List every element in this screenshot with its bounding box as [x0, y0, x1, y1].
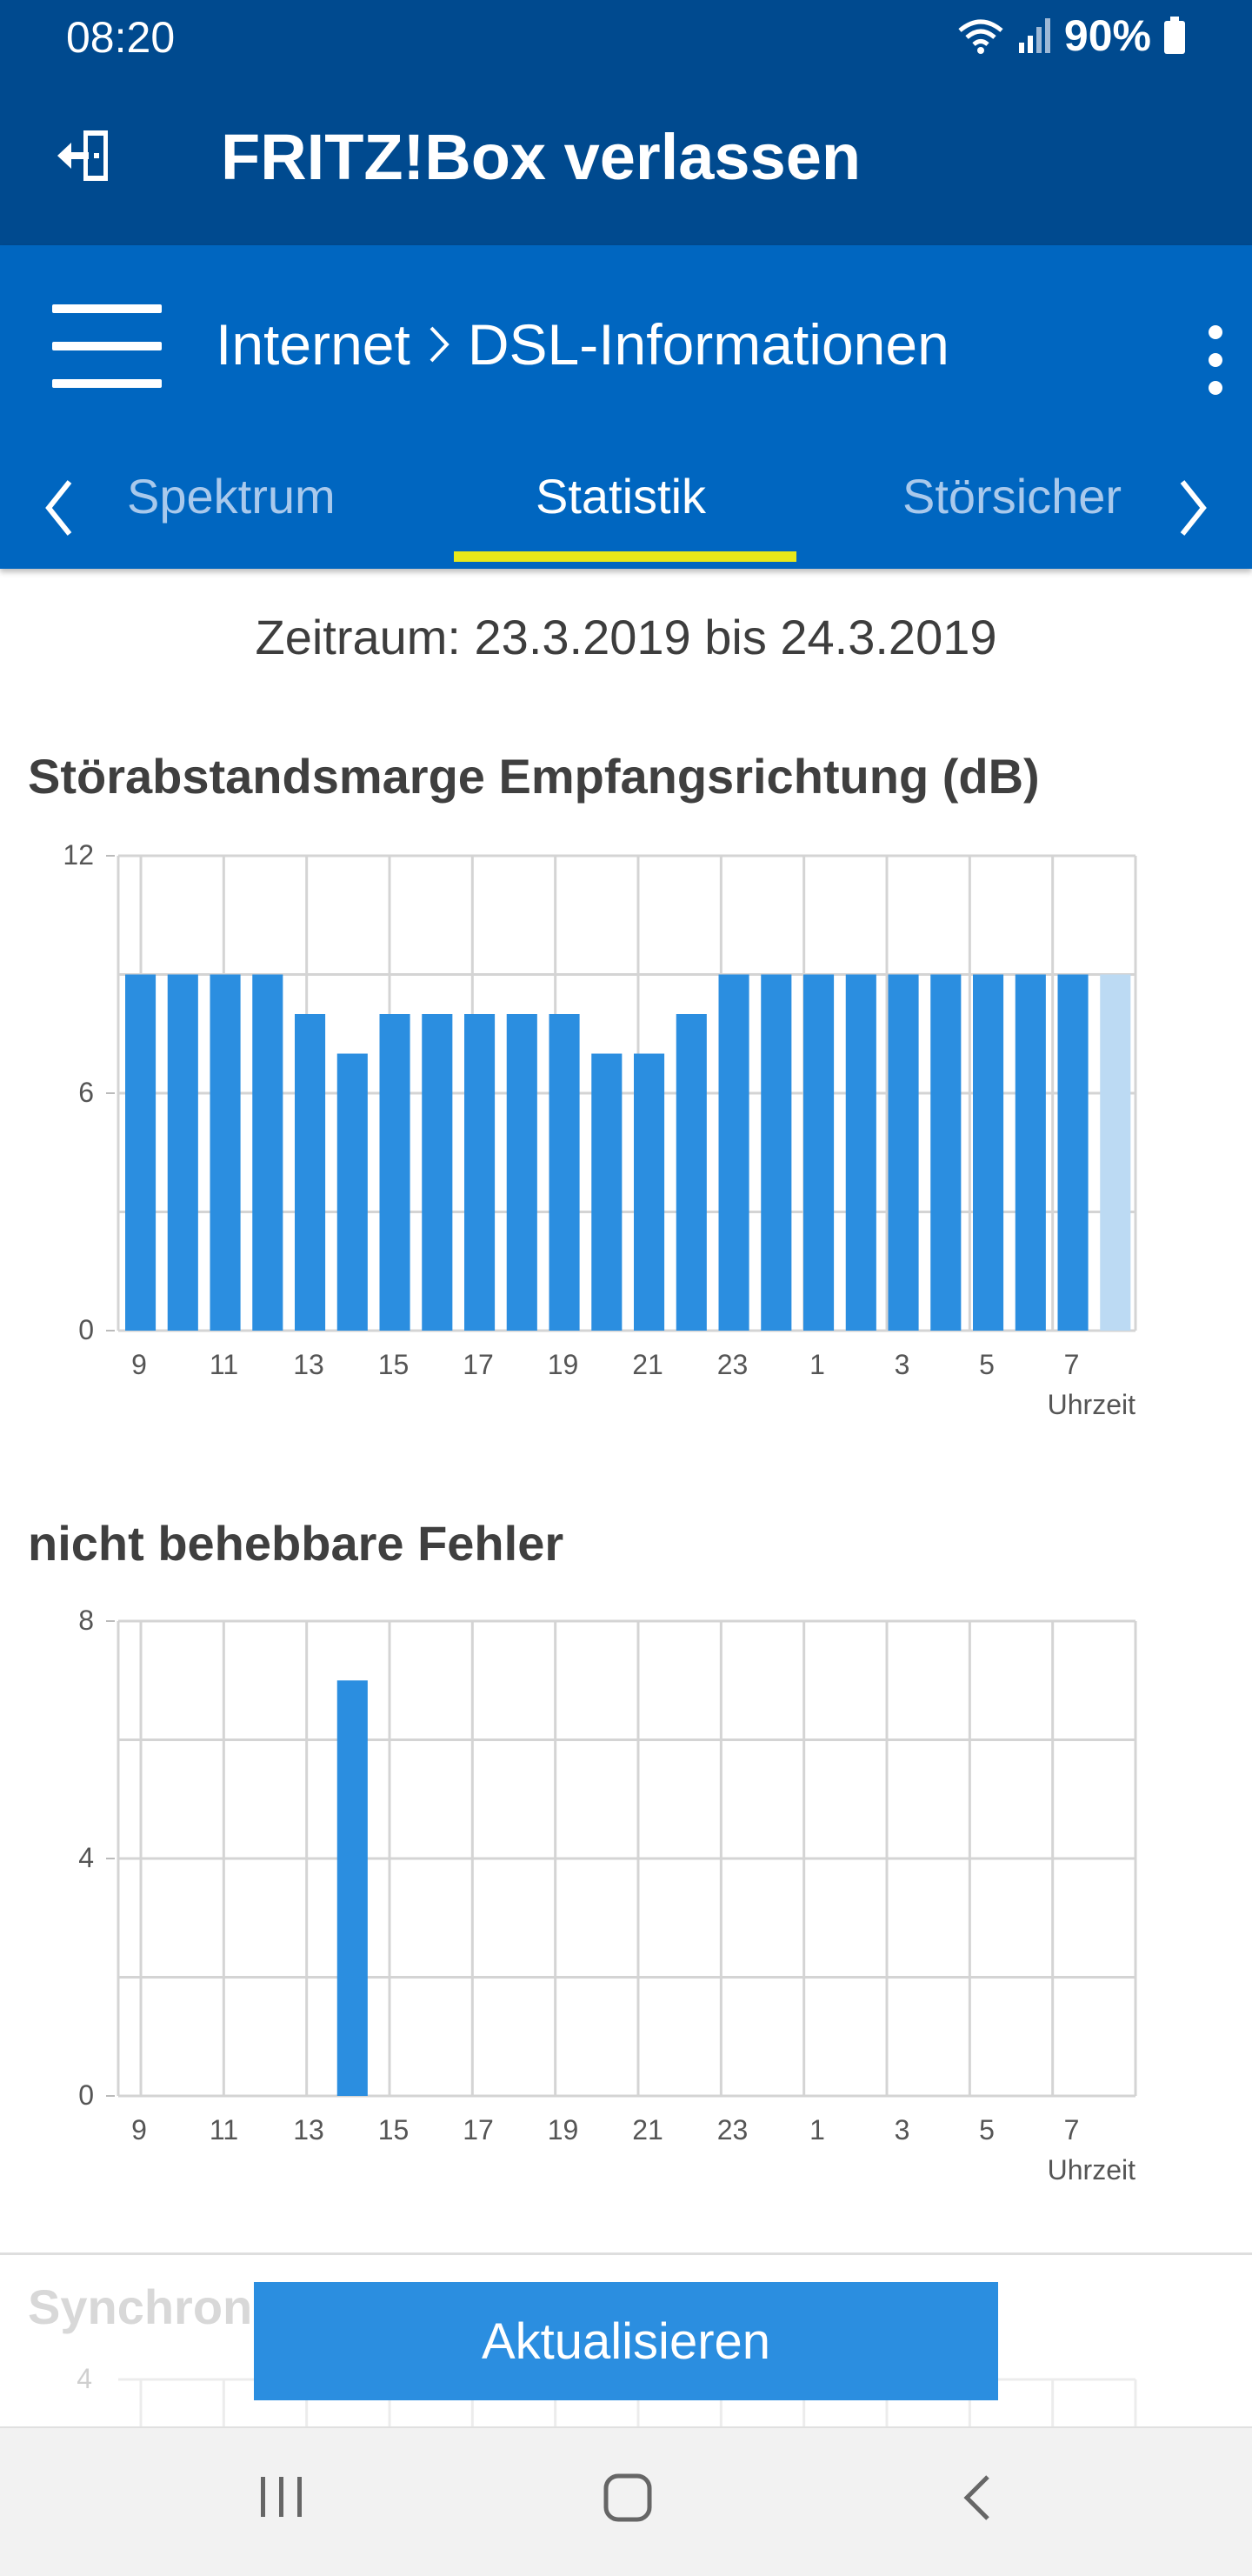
x-tick-label: 17 — [463, 2114, 494, 2146]
x-tick-label: 5 — [979, 2114, 995, 2146]
x-tick-label: 19 — [548, 2114, 579, 2146]
bar-17 — [464, 1014, 496, 1331]
x-tick-label: 23 — [717, 1349, 749, 1380]
bar-16 — [422, 1014, 453, 1331]
x-tick-label: 21 — [632, 2114, 663, 2146]
app-title[interactable]: FRITZ!Box verlassen — [221, 121, 862, 193]
y-tick-label: 6 — [78, 1077, 94, 1108]
x-axis-label: Uhrzeit — [1048, 1389, 1135, 1420]
tab-stoersicher[interactable]: Störsicher — [902, 469, 1122, 524]
bar-22 — [676, 1014, 707, 1331]
bar-18 — [506, 1014, 537, 1331]
signal-icon — [1018, 18, 1050, 53]
x-tick-label: 11 — [210, 1349, 238, 1380]
chart-title-sync: Synchroni — [28, 2279, 266, 2334]
bar-11 — [210, 974, 241, 1331]
x-tick-label: 9 — [131, 1349, 147, 1380]
x-tick-label: 3 — [895, 1349, 910, 1380]
status-icons: 90% — [956, 10, 1186, 61]
breadcrumb-root[interactable]: Internet — [216, 312, 410, 377]
x-tick-label: 23 — [717, 2114, 749, 2146]
bar-13 — [295, 1014, 326, 1331]
bar-12 — [252, 974, 283, 1331]
status-time: 08:20 — [66, 13, 176, 62]
x-tick-label: 15 — [378, 2114, 410, 2146]
y-tick-label: 0 — [78, 1314, 94, 1345]
x-axis-label: Uhrzeit — [1048, 2154, 1135, 2186]
home-icon[interactable] — [602, 2472, 654, 2524]
system-nav-bar — [0, 2426, 1252, 2576]
x-tick-label: 9 — [131, 2114, 147, 2146]
bar-2 — [845, 974, 876, 1331]
x-tick-label: 1 — [809, 2114, 825, 2146]
chevron-left-icon[interactable] — [38, 473, 82, 543]
bar-4 — [930, 974, 962, 1331]
tab-spektrum[interactable]: Spektrum — [127, 469, 336, 524]
x-tick-label: 15 — [378, 1349, 410, 1380]
tab-statistik[interactable]: Statistik — [536, 469, 707, 524]
bar-14 — [336, 1680, 368, 2096]
x-tick-label: 1 — [809, 1349, 825, 1380]
section-header: Internet DSL-Informationen Spektrum Stat… — [0, 245, 1252, 569]
bar-3 — [888, 974, 919, 1331]
x-tick-label: 7 — [1064, 2114, 1080, 2146]
active-tab-indicator — [454, 551, 796, 562]
x-tick-label: 3 — [895, 2114, 910, 2146]
bar-6 — [1015, 974, 1046, 1331]
more-options-icon[interactable] — [1188, 318, 1240, 402]
x-tick-label: 5 — [979, 1349, 995, 1380]
exit-icon[interactable] — [54, 125, 115, 186]
y-tick-label: 4 — [78, 1842, 94, 1873]
top-bar: 08:20 90% FRITZ!Box verlassen — [0, 0, 1252, 245]
x-tick-label: 13 — [293, 1349, 324, 1380]
chart-title-errors: nicht behebbare Fehler — [28, 1516, 564, 1571]
bar-1 — [803, 974, 835, 1331]
battery-percent: 90% — [1063, 11, 1151, 60]
wifi-icon — [958, 19, 1003, 54]
y-tick-label: 4 — [77, 2363, 92, 2394]
chart-title-snr: Störabstandsmarge Empfangsrichtung (dB) — [28, 749, 1040, 804]
bar-9 — [125, 974, 156, 1331]
bar-23 — [718, 974, 749, 1331]
bar-19 — [549, 1014, 580, 1331]
bar-10 — [167, 974, 198, 1331]
breadcrumb: Internet DSL-Informationen — [216, 311, 949, 377]
x-tick-label: 13 — [293, 2114, 324, 2146]
breadcrumb-current: DSL-Informationen — [467, 312, 949, 377]
bar-14 — [336, 1053, 368, 1331]
x-tick-label: 19 — [548, 1349, 579, 1380]
period-label: Zeitraum: 23.3.2019 bis 24.3.2019 — [255, 610, 997, 664]
bar-7 — [1057, 974, 1089, 1331]
chevron-right-icon[interactable] — [1170, 473, 1214, 543]
x-tick-label: 17 — [463, 1349, 494, 1380]
bar-0 — [761, 974, 792, 1331]
y-tick-label: 0 — [78, 2079, 94, 2111]
back-icon[interactable] — [956, 2472, 1000, 2524]
x-tick-label: 7 — [1064, 1349, 1080, 1380]
x-tick-label: 11 — [210, 2114, 238, 2146]
update-button[interactable]: Aktualisieren — [254, 2282, 998, 2400]
recent-apps-icon[interactable] — [257, 2472, 306, 2524]
bar-5 — [973, 974, 1004, 1331]
bar-20 — [591, 1053, 623, 1331]
bar-8 — [1100, 974, 1131, 1331]
divider — [0, 2252, 1252, 2255]
y-tick-label: 8 — [78, 1605, 94, 1636]
x-tick-label: 21 — [632, 1349, 663, 1380]
menu-icon[interactable] — [52, 304, 162, 388]
bar-15 — [379, 1014, 410, 1331]
chevron-right-icon — [430, 326, 450, 363]
bar-21 — [634, 1053, 665, 1331]
battery-icon — [1164, 17, 1185, 54]
y-tick-label: 12 — [63, 839, 94, 871]
